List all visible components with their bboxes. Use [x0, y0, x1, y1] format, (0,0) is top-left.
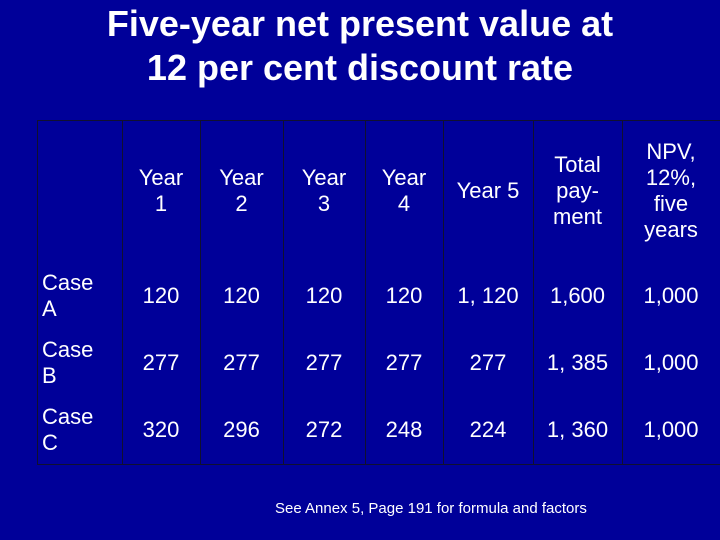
table-cell: Year 5 — [443, 120, 533, 262]
table-cell: 277 — [223, 349, 260, 375]
table-cell: Year 1 — [122, 120, 200, 262]
text-line: B — [42, 362, 57, 388]
text-line: five — [653, 191, 689, 216]
text-line: pay- — [556, 178, 599, 203]
table-cell: Case C — [42, 395, 122, 464]
grid-line — [622, 120, 623, 464]
text-line: C — [42, 429, 58, 455]
table-cell: 1,600 — [549, 283, 606, 308]
table-cell: 320 — [142, 416, 180, 442]
text-line: NPV, — [646, 139, 696, 164]
text-line: 12 per cent discount rate — [146, 47, 574, 88]
text-line: ment — [553, 204, 602, 229]
grid-line — [283, 120, 284, 464]
text-line: Year — [301, 165, 347, 190]
table-cell: Year 3 — [283, 120, 365, 262]
table-cell: 120 — [223, 283, 260, 308]
text-line: Year 5 — [456, 178, 520, 203]
text-line: A — [42, 296, 57, 321]
grid-line — [200, 120, 201, 464]
table-cell: 277 — [385, 349, 423, 375]
text-line: 4 — [397, 191, 411, 216]
table-cell: NPV, 12%, five years — [622, 120, 720, 262]
text-line: 3 — [317, 191, 331, 216]
text-line: 1 — [154, 191, 168, 216]
table-cell: 1,000 — [643, 416, 699, 442]
table-cell: 1,000 — [643, 283, 699, 308]
table-cell: 277 — [305, 349, 343, 375]
table-cell: 277 — [469, 349, 507, 375]
text-line: Total — [554, 152, 601, 177]
text-line: 2 — [235, 191, 248, 216]
grid-line — [365, 120, 366, 464]
title: Five-year net present value at 12 per cen… — [0, 2, 720, 90]
table-cell: Total pay-ment — [533, 120, 622, 262]
table-cell: Year 4 — [365, 120, 443, 262]
table-cell: 1, 360 — [546, 416, 609, 442]
text-line: Case — [42, 336, 94, 362]
text-line: Case — [42, 403, 94, 429]
text-line: 12%, — [645, 165, 697, 190]
table-cell: 1, 120 — [457, 283, 519, 308]
table-cell: Case B — [42, 330, 122, 395]
table-cell: 120 — [305, 283, 343, 308]
text-line: Case — [42, 270, 94, 295]
table-cell: 1, 385 — [546, 349, 609, 375]
table-cell: 224 — [469, 416, 507, 442]
table-cell: 277 — [142, 349, 180, 375]
table-cell: Case A — [42, 262, 122, 330]
grid-line — [443, 120, 444, 464]
table-cell: 120 — [142, 283, 180, 308]
table-cell: 248 — [385, 416, 423, 442]
grid-line — [533, 120, 534, 464]
grid-line — [37, 120, 720, 121]
text-line: years — [644, 217, 698, 242]
grid-line — [122, 120, 123, 464]
table-cell: 1,000 — [643, 349, 699, 375]
text-line: Five-year net present value at — [106, 3, 614, 44]
footnote: See Annex 5, Page 191 for formula and fa… — [275, 500, 587, 517]
table-cell: Year 2 — [200, 120, 283, 262]
table-cell: 120 — [385, 283, 423, 308]
text-line: Year — [219, 165, 264, 190]
text-line: Year — [381, 165, 427, 190]
grid-line — [37, 120, 38, 464]
table-cell: 272 — [305, 416, 343, 442]
table-cell: 296 — [223, 416, 260, 442]
grid-line — [37, 464, 720, 465]
text-line: Year — [138, 165, 184, 190]
